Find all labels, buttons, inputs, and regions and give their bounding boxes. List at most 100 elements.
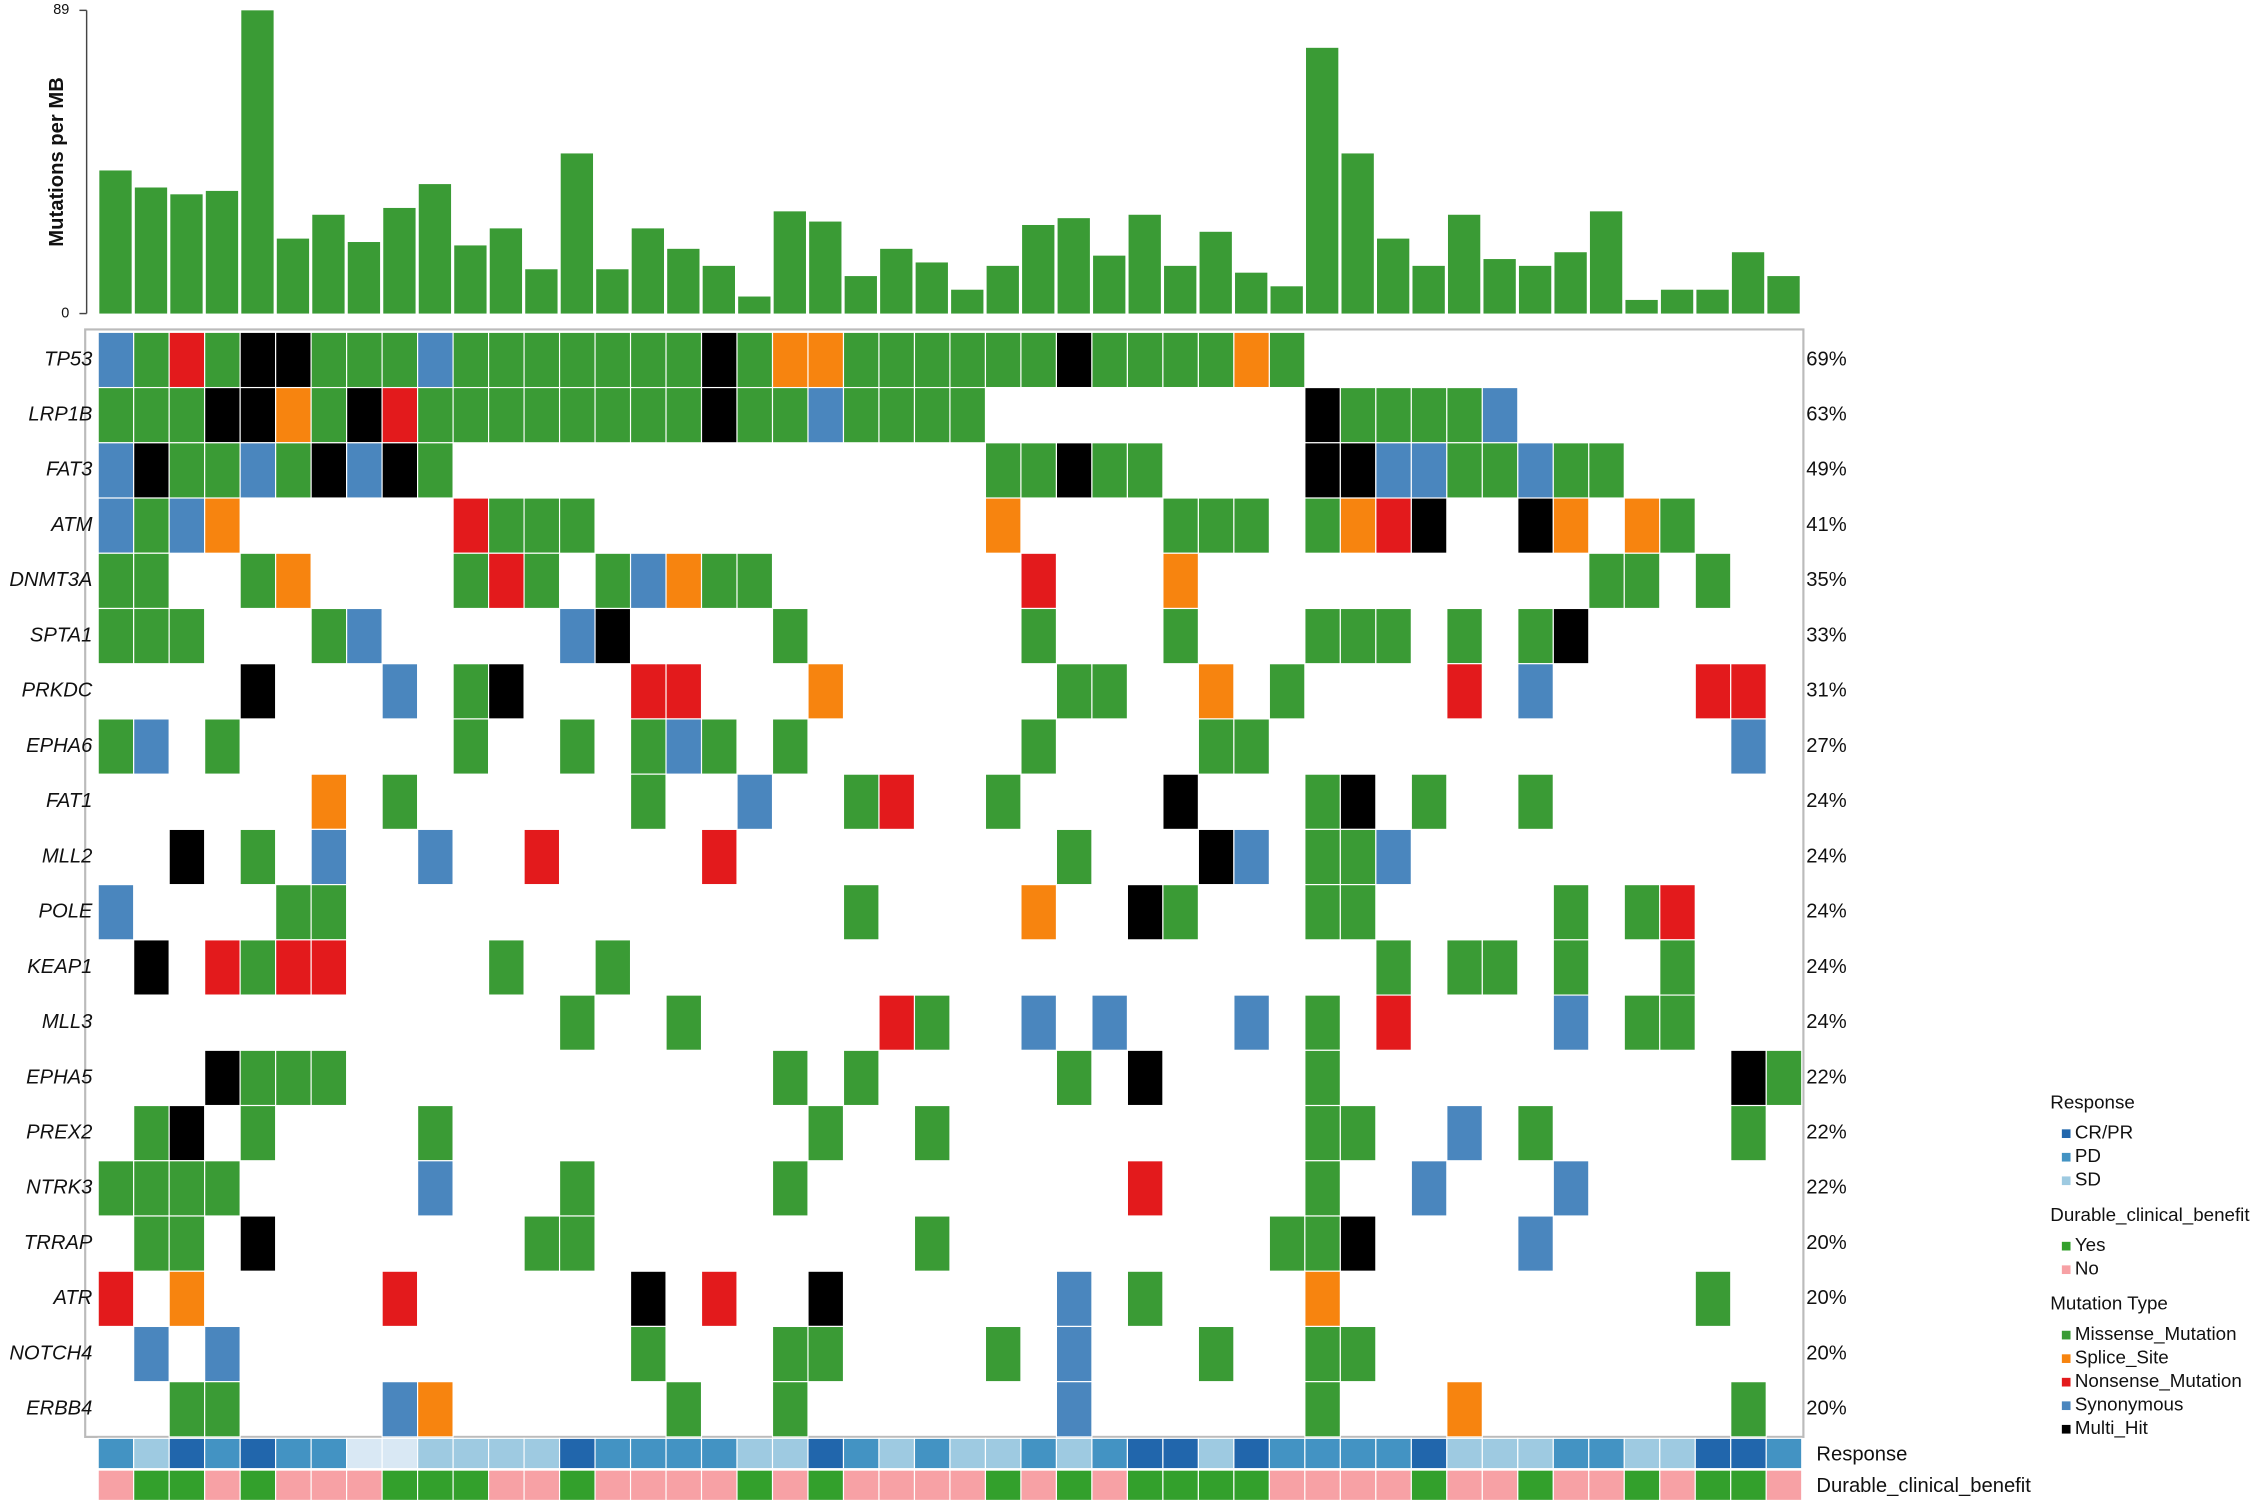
- annotation-cell: [381, 1469, 419, 1502]
- tmb-bar: [1164, 265, 1197, 314]
- mutation-cell: [736, 773, 774, 830]
- mutation-cell: [239, 552, 277, 610]
- annotation-cell: [1765, 1437, 1803, 1470]
- mutation-cell: [1055, 331, 1093, 389]
- mutation-cell: [1055, 1325, 1093, 1383]
- gene-label: POLE: [39, 901, 93, 923]
- mutation-cell: [771, 1049, 809, 1107]
- mutation-cell: [1339, 607, 1377, 665]
- annotation-cell: [1268, 1437, 1306, 1470]
- mutation-cell: [1304, 1104, 1341, 1162]
- annotation-cell: [1091, 1469, 1128, 1502]
- mutation-cell: [133, 1104, 170, 1162]
- mutation-cell: [275, 939, 312, 996]
- mutation-cell: [1375, 442, 1412, 499]
- legend-label: SD: [2075, 1169, 2101, 1190]
- mutation-cell: [1446, 386, 1483, 444]
- mutation-cell: [310, 884, 348, 941]
- mutation-cell: [1162, 552, 1199, 610]
- annotation-cell: [417, 1437, 454, 1470]
- grid-frame: [84, 328, 1805, 1438]
- mutation-cell: [417, 386, 454, 444]
- mutation-cell: [168, 1381, 206, 1438]
- tmb-bar: [773, 211, 806, 314]
- mutation-cell: [239, 331, 277, 389]
- annotation-cell: [452, 1469, 490, 1502]
- mutation-cell: [168, 1215, 206, 1272]
- mutation-cell: [665, 994, 703, 1051]
- mutation-cell: [1268, 1215, 1306, 1272]
- mutation-cell: [700, 386, 738, 444]
- tmb-bar: [383, 207, 416, 314]
- mutation-cell: [1055, 1049, 1093, 1107]
- tmb-bar: [1696, 289, 1729, 314]
- mutation-cell: [204, 1381, 241, 1438]
- mutation-cell: [949, 331, 987, 389]
- annotation-cell: [700, 1469, 738, 1502]
- mutation-cell: [984, 1325, 1022, 1383]
- mutation-cell: [1552, 497, 1590, 554]
- annotation-cell: [1020, 1437, 1058, 1470]
- mutation-cell: [133, 1325, 170, 1383]
- tmb-bar: [454, 245, 487, 314]
- annotation-cell: [629, 1469, 667, 1502]
- mutation-cell: [168, 497, 206, 554]
- annotation-label: Response: [1816, 1443, 1907, 1465]
- mutation-cell: [97, 884, 135, 941]
- annotation-cell: [97, 1469, 135, 1502]
- annotation-cell: [1694, 1469, 1732, 1502]
- mutation-cell: [1304, 884, 1341, 941]
- mutation-cell: [523, 1215, 561, 1272]
- annotation-cell: [1517, 1437, 1554, 1470]
- mutation-cell: [168, 386, 206, 444]
- mutation-cell: [700, 331, 738, 389]
- annotation-cell: [1091, 1437, 1128, 1470]
- legend-swatch: [2061, 1354, 2071, 1363]
- tmb-bar: [1767, 276, 1800, 314]
- annotation-cell: [275, 1469, 312, 1502]
- mutation-cell: [1339, 386, 1377, 444]
- gene-frequency: 49%: [1806, 459, 1846, 481]
- mutation-cell: [1446, 1104, 1483, 1162]
- annotation-cell: [310, 1469, 348, 1502]
- gene-frequency: 41%: [1806, 514, 1846, 536]
- mutation-cell: [452, 663, 490, 720]
- mutation-cell: [1730, 718, 1767, 775]
- gene-label: EPHA6: [26, 735, 93, 757]
- annotation-cell: [1765, 1469, 1803, 1502]
- mutation-cell: [1552, 994, 1590, 1051]
- mutation-cell: [878, 386, 916, 444]
- mutation-cell: [771, 607, 809, 665]
- annotation-cell: [1659, 1469, 1696, 1502]
- annotation-cell: [523, 1469, 561, 1502]
- annotation-cell: [1517, 1469, 1554, 1502]
- gene-frequency: 33%: [1806, 624, 1846, 646]
- legend-title: Mutation Type: [2050, 1293, 2168, 1314]
- tmb-bar: [1376, 238, 1410, 314]
- annotation-cell: [133, 1469, 170, 1502]
- tmb-bar: [702, 265, 735, 314]
- mutation-cell: [594, 386, 632, 444]
- mutation-cell: [204, 939, 241, 996]
- tmb-bar: [1625, 299, 1658, 314]
- mutation-cell: [1268, 331, 1306, 389]
- annotation-cell: [558, 1437, 596, 1470]
- mutation-cell: [275, 442, 312, 499]
- mutation-cell: [417, 1104, 454, 1162]
- annotation-cell: [275, 1437, 312, 1470]
- mutation-cell: [1517, 773, 1554, 830]
- mutation-cell: [878, 773, 916, 830]
- mutation-cell: [984, 497, 1022, 554]
- mutation-cell: [1020, 884, 1058, 941]
- mutation-cell: [558, 718, 596, 775]
- annotation-cell: [204, 1437, 241, 1470]
- mutation-cell: [488, 663, 525, 720]
- annotation-cell: [1162, 1437, 1199, 1470]
- tmb-bar: [525, 269, 558, 314]
- annotation-cell: [239, 1469, 277, 1502]
- annotation-cell: [842, 1437, 880, 1470]
- legend-label: Synonymous: [2075, 1394, 2183, 1415]
- annotation-cell: [1623, 1469, 1661, 1502]
- mutation-cell: [1623, 884, 1661, 941]
